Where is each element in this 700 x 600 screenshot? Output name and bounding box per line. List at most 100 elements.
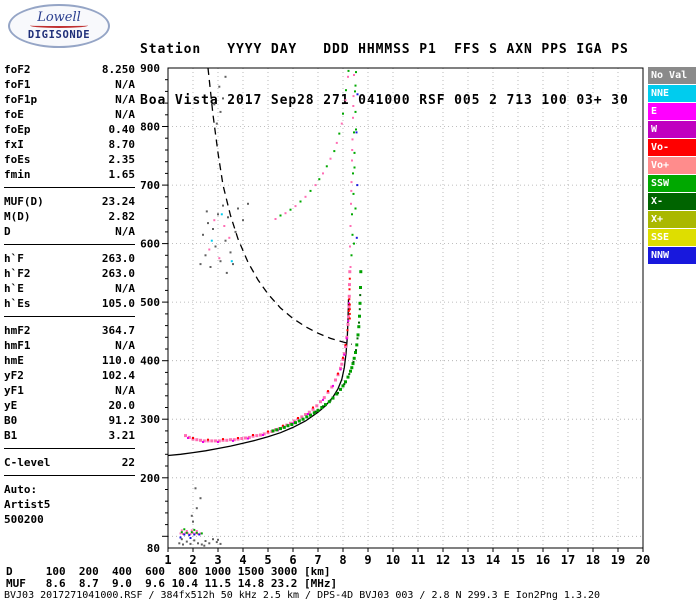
param-value: 22 — [121, 456, 135, 469]
svg-text:18: 18 — [586, 553, 600, 567]
param-row-h-f2: h`F2 263.0 — [4, 266, 135, 281]
param-label: h`F — [4, 252, 24, 265]
svg-text:9: 9 — [364, 553, 371, 567]
echo-direction-color-legend: No Val NNE E W Vo- Vo+ SSW X- X+ SSE NNW — [648, 67, 696, 265]
param-label: h`E — [4, 282, 24, 295]
logo-digisonde-text: DIGISONDE — [27, 29, 91, 41]
svg-text:500: 500 — [140, 296, 160, 309]
param-value: N/A — [115, 225, 135, 238]
station-header: Station YYYY DAY DDD HHMMSS P1 FFS S AXN… — [140, 7, 629, 143]
legend-item-nnw: NNW — [648, 247, 696, 264]
legend-item-sse: SSE — [648, 229, 696, 246]
param-label: h`F2 — [4, 267, 31, 280]
svg-text:900: 900 — [140, 62, 160, 75]
param-label: MUF(D) — [4, 195, 44, 208]
param-row-h-f: h`F 263.0 — [4, 251, 135, 266]
param-row-fof2: foF2 8.250 — [4, 62, 135, 77]
param-label: C-level — [4, 456, 51, 469]
param-value: 2.35 — [108, 153, 136, 166]
param-label: yF2 — [4, 369, 24, 382]
param-label: yF1 — [4, 384, 24, 397]
param-label: fxI — [4, 138, 24, 151]
param-group-separator — [4, 475, 135, 476]
legend-item-x-: X- — [648, 193, 696, 210]
param-row-h-e: h`E N/A — [4, 281, 135, 296]
param-value: N/A — [115, 339, 135, 352]
logo-lowell-text: Lowell — [37, 10, 81, 25]
param-row-m-d-: M(D) 2.82 — [4, 209, 135, 224]
param-value: 23.24 — [101, 195, 135, 208]
param-row-foep: foEp 0.40 — [4, 122, 135, 137]
param-value: 263.0 — [101, 252, 135, 265]
header-field-values-line: Boa Vista 2017 Sep28 271 041000 RSF 005 … — [140, 93, 629, 108]
param-value: N/A — [115, 108, 135, 121]
legend-item-ssw: SSW — [648, 175, 696, 192]
svg-text:16: 16 — [536, 553, 550, 567]
legend-item-x+: X+ — [648, 211, 696, 228]
param-row-artist5: Artist5 — [4, 497, 135, 512]
svg-text:3: 3 — [214, 553, 221, 567]
param-row-b1: B1 3.21 — [4, 428, 135, 443]
param-row-fof1: foF1 N/A — [4, 77, 135, 92]
param-label: foEp — [4, 123, 31, 136]
param-label: foEs — [4, 153, 31, 166]
param-group-separator — [4, 448, 135, 449]
svg-text:1: 1 — [164, 553, 171, 567]
distance-row: D 100 200 400 600 800 1000 1500 3000 [km… — [6, 565, 331, 578]
param-group-separator — [4, 244, 135, 245]
svg-text:400: 400 — [140, 355, 160, 368]
param-group-separator — [4, 187, 135, 188]
param-row-c-level: C-level 22 — [4, 455, 135, 470]
param-value: 20.0 — [108, 399, 136, 412]
param-label: fmin — [4, 168, 31, 181]
svg-text:19: 19 — [611, 553, 625, 567]
header-field-names-line: Station YYYY DAY DDD HHMMSS P1 FFS S AXN… — [140, 42, 629, 57]
svg-text:8: 8 — [339, 553, 346, 567]
scaled-parameters-panel: foF2 8.250 foF1 N/A foF1p N/A foE N/A foEp 0.40 fx… — [4, 62, 135, 527]
param-value: 3.21 — [108, 429, 136, 442]
param-row-muf-d-: MUF(D) 23.24 — [4, 194, 135, 209]
param-row-foe: foE N/A — [4, 107, 135, 122]
legend-item-no-val: No Val — [648, 67, 696, 84]
param-value: N/A — [115, 78, 135, 91]
param-value: 2.82 — [108, 210, 136, 223]
svg-text:7: 7 — [314, 553, 321, 567]
param-row-foes: foEs 2.35 — [4, 152, 135, 167]
param-label: foF1 — [4, 78, 31, 91]
svg-text:12: 12 — [436, 553, 450, 567]
svg-text:20: 20 — [636, 553, 650, 567]
svg-text:15: 15 — [511, 553, 525, 567]
legend-item-vo+: Vo+ — [648, 157, 696, 174]
param-row-500200: 500200 — [4, 512, 135, 527]
param-label: B0 — [4, 414, 18, 427]
param-value: 102.4 — [101, 369, 135, 382]
param-value: 91.2 — [108, 414, 136, 427]
param-label: Auto: — [4, 483, 38, 496]
svg-text:80: 80 — [147, 542, 160, 555]
svg-text:2: 2 — [189, 553, 196, 567]
param-row-yf2: yF2 102.4 — [4, 368, 135, 383]
legend-item-e: E — [648, 103, 696, 120]
svg-text:17: 17 — [561, 553, 575, 567]
param-label: 500200 — [4, 513, 44, 526]
svg-text:6: 6 — [289, 553, 296, 567]
svg-text:700: 700 — [140, 179, 160, 192]
param-value: N/A — [115, 384, 135, 397]
svg-text:13: 13 — [461, 553, 475, 567]
svg-text:800: 800 — [140, 121, 160, 134]
logo-swoosh-underline — [30, 23, 88, 28]
param-row-hmf2: hmF2 364.7 — [4, 323, 135, 338]
param-value: 8.70 — [108, 138, 136, 151]
svg-text:200: 200 — [140, 472, 160, 485]
param-value: 263.0 — [101, 267, 135, 280]
param-value: 110.0 — [101, 354, 135, 367]
param-label: foF2 — [4, 63, 31, 76]
ionogram-plot: 1 2 3 4 5 6 7 8 9 10 11 12 13 14 15 16 17 18 19 20900800700… — [140, 62, 650, 567]
param-label: hmF2 — [4, 324, 31, 337]
param-row-fmin: fmin 1.65 — [4, 167, 135, 182]
muf-row: MUF 8.6 8.7 9.0 9.6 10.4 11.5 14.8 23.2 … — [6, 577, 338, 590]
param-value: N/A — [115, 282, 135, 295]
param-value: 8.250 — [101, 63, 135, 76]
param-row-fof1p: foF1p N/A — [4, 92, 135, 107]
